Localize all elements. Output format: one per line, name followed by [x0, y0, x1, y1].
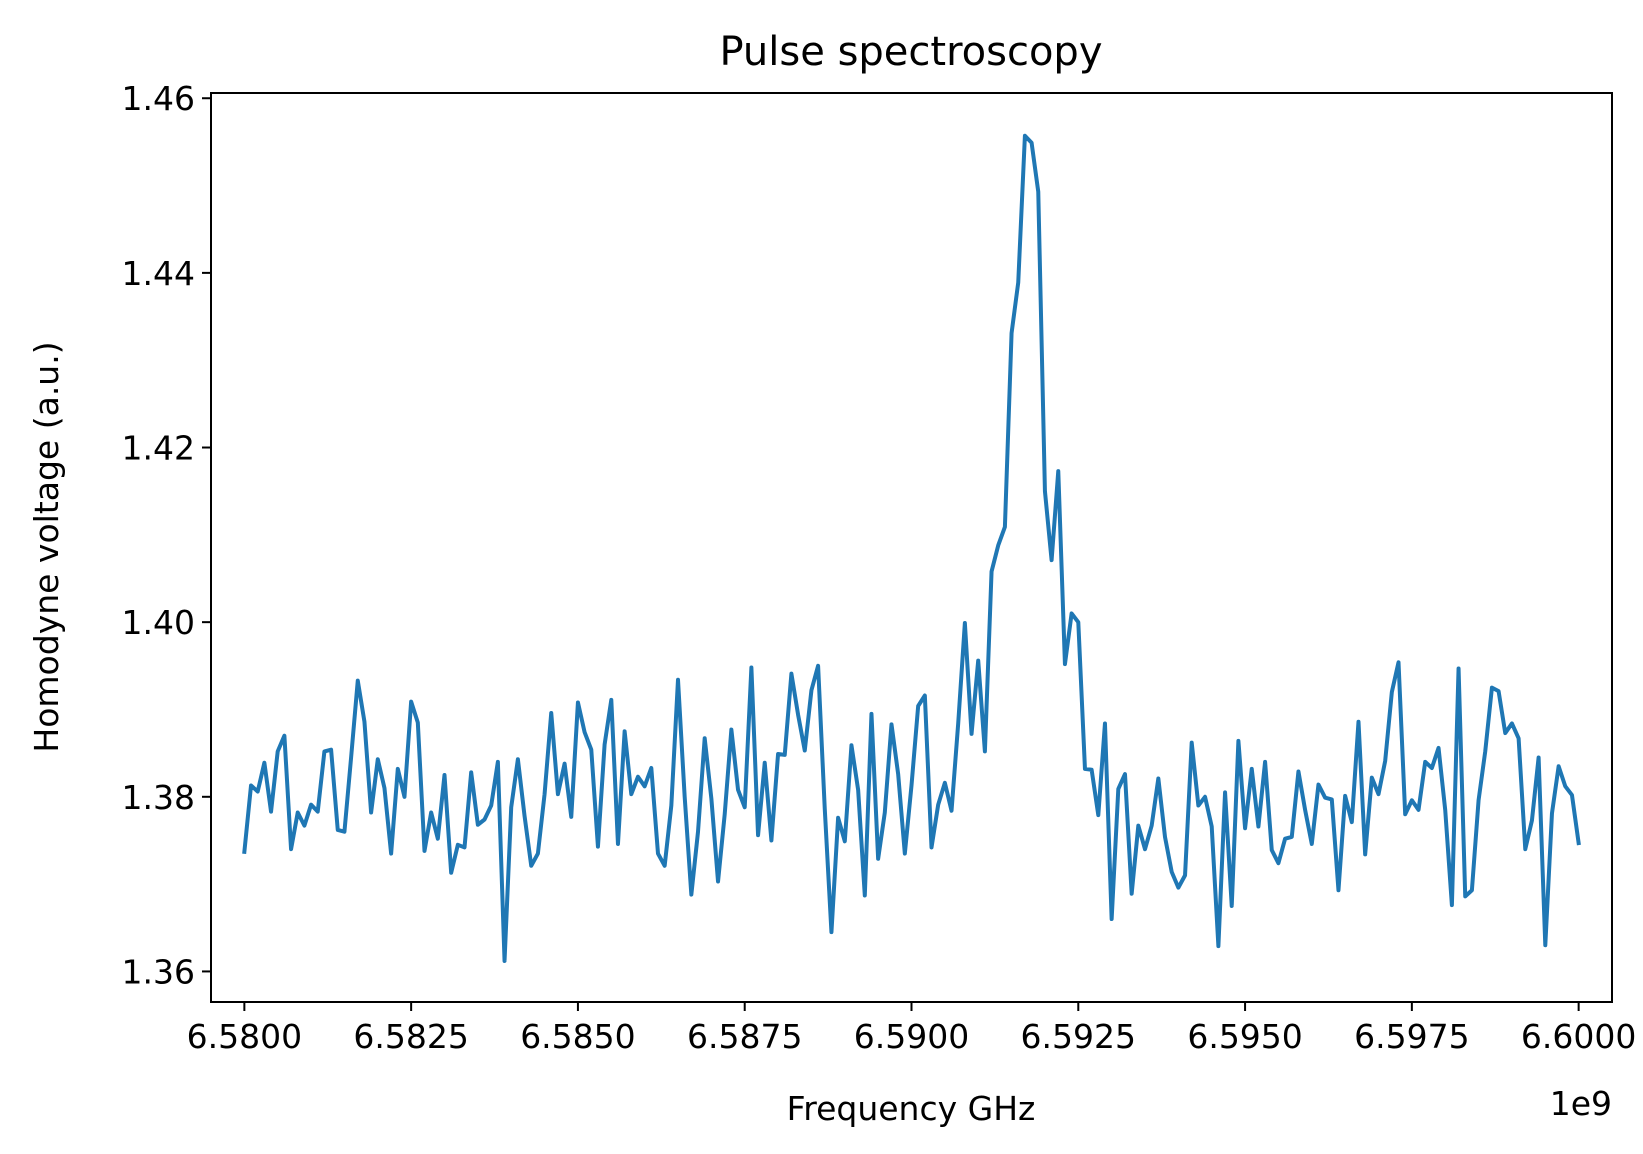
x-tick-label: 6.5925: [1021, 1017, 1136, 1056]
y-axis-ticks: 1.36 1.38 1.40 1.42 1.44 1.46: [122, 79, 211, 991]
y-tick-label: 1.40: [122, 603, 195, 642]
chart-title: Pulse spectroscopy: [720, 29, 1103, 75]
x-tick-label: 6.6000: [1521, 1017, 1636, 1056]
x-axis-ticks: 6.5800 6.5825 6.5850 6.5875 6.5900 6.5925 6.59…: [187, 1002, 1636, 1056]
x-tick-label: 6.5825: [353, 1017, 468, 1056]
x-tick-label: 6.5850: [520, 1017, 635, 1056]
x-axis-offset-label: 1e9: [1550, 1084, 1612, 1123]
y-axis-label: Homodyne voltage (a.u.): [27, 341, 66, 752]
series-line: [242, 133, 1581, 963]
x-tick-label: 6.5800: [187, 1017, 302, 1056]
y-tick-label: 1.46: [122, 79, 195, 118]
y-tick-label: 1.38: [122, 778, 195, 817]
x-tick-label: 6.5875: [687, 1017, 802, 1056]
x-tick-label: 6.5950: [1187, 1017, 1302, 1056]
x-tick-label: 6.5900: [854, 1017, 969, 1056]
x-axis-label: Frequency GHz: [787, 1089, 1036, 1128]
y-tick-label: 1.44: [122, 254, 195, 293]
y-tick-label: 1.42: [122, 429, 195, 468]
y-tick-label: 1.36: [122, 952, 195, 991]
x-tick-label: 6.5975: [1354, 1017, 1469, 1056]
